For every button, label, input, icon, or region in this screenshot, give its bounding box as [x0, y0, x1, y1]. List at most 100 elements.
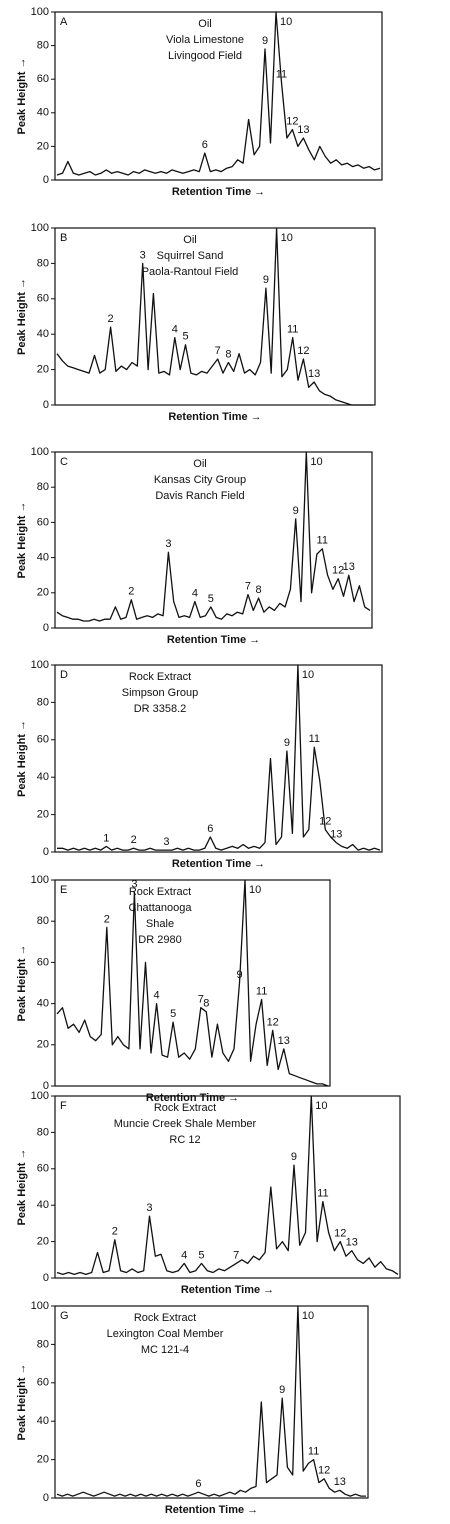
sample-title: Muncie Creek Shale Member [114, 1118, 257, 1130]
peak-label: 9 [263, 274, 269, 286]
trace [57, 664, 381, 851]
peak-label: 2 [131, 834, 137, 846]
trace [56, 879, 329, 1087]
peak-label: 11 [308, 1446, 319, 1458]
y-tick-label: 40 [37, 998, 49, 1010]
peak-label: 12 [286, 116, 298, 128]
y-tick-label: 20 [37, 1039, 49, 1051]
plot-frame [54, 11, 383, 181]
peak-label: 10 [310, 456, 322, 468]
y-tick-label: 20 [37, 1236, 49, 1248]
peak-label: 3 [140, 249, 146, 261]
y-tick-label: 60 [37, 1163, 49, 1175]
y-tick-label: 0 [43, 399, 49, 411]
peak-label: 12 [332, 565, 344, 577]
y-tick-label: 60 [37, 956, 49, 968]
sample-title: RC 12 [169, 1134, 200, 1146]
peak-label: 7 [245, 580, 251, 592]
peak-label: 4 [172, 324, 178, 336]
sample-title: Rock Extract [154, 1102, 216, 1114]
peak-label: 2 [128, 586, 134, 598]
panel-letter: D [60, 669, 68, 681]
sample-title: Oil [198, 18, 211, 30]
y-tick-label: 20 [37, 364, 49, 376]
peak-label: 8 [256, 584, 262, 596]
peak-label: 11 [309, 733, 320, 745]
peak-label: 8 [225, 348, 231, 360]
y-axis-label: Peak Height → [16, 1363, 28, 1440]
y-tick-label: 100 [31, 1090, 49, 1102]
y-tick-label: 20 [37, 140, 49, 152]
peak-label: 9 [284, 737, 290, 749]
y-tick-label: 0 [43, 622, 49, 634]
peak-label: 9 [293, 505, 299, 517]
peak-label: 12 [267, 1016, 279, 1028]
y-tick-label: 80 [37, 481, 49, 493]
y-tick-label: 40 [37, 328, 49, 340]
peak-label: 3 [146, 1202, 152, 1214]
plot-frame [54, 1095, 401, 1279]
peak-label: 10 [302, 1310, 314, 1322]
y-axis-label: Peak Height → [16, 278, 28, 355]
y-tick-label: 80 [37, 1126, 49, 1138]
peak-label: 6 [195, 1478, 201, 1490]
y-tick-label: 100 [31, 222, 49, 234]
y-axis-label: Peak Height → [16, 720, 28, 797]
y-tick-label: 0 [43, 1492, 49, 1504]
peak-label: 11 [276, 68, 287, 80]
peak-label: 10 [280, 16, 292, 28]
sample-title: Shale [146, 918, 174, 930]
peak-label: 8 [203, 998, 209, 1010]
peak-label: 10 [315, 1100, 327, 1112]
y-tick-label: 0 [43, 1080, 49, 1092]
y-tick-label: 40 [37, 771, 49, 783]
x-axis-label: Retention Time → [172, 858, 265, 870]
y-tick-label: 0 [43, 846, 49, 858]
x-axis-label: Retention Time → [146, 1092, 239, 1104]
y-tick-label: 20 [37, 1454, 49, 1466]
sample-title: Oil [193, 458, 206, 470]
peak-label: 4 [181, 1249, 187, 1261]
sample-title: Viola Limestone [166, 34, 244, 46]
peak-label: 13 [308, 368, 320, 380]
sample-title: Rock Extract [129, 886, 191, 898]
plot-frame [54, 451, 373, 629]
plot-frame [54, 227, 376, 406]
peak-label: 4 [153, 990, 159, 1002]
y-tick-label: 20 [37, 809, 49, 821]
y-tick-label: 100 [31, 1300, 49, 1312]
peak-label: 5 [198, 1249, 204, 1261]
peak-label: 11 [287, 324, 298, 336]
sample-title: DR 3358.2 [134, 703, 187, 715]
y-tick-label: 80 [37, 40, 49, 52]
peak-label: 9 [236, 969, 242, 981]
panel-letter: C [60, 456, 68, 468]
y-tick-label: 20 [37, 587, 49, 599]
peak-label: 10 [302, 669, 314, 681]
y-axis-label: Peak Height → [16, 57, 28, 134]
peak-label: 2 [112, 1226, 118, 1238]
peak-label: 3 [131, 878, 137, 890]
sample-title: Rock Extract [134, 1312, 196, 1324]
peak-label: 2 [104, 913, 110, 925]
panel-letter: E [60, 884, 67, 896]
peak-label: 13 [346, 1237, 358, 1249]
peak-label: 6 [207, 823, 213, 835]
peak-label: 2 [107, 313, 113, 325]
sample-title: Livingood Field [168, 50, 242, 62]
peak-label: 10 [249, 884, 261, 896]
peak-label: 7 [233, 1249, 239, 1261]
y-tick-label: 60 [37, 293, 49, 305]
sample-title: Squirrel Sand [157, 250, 224, 262]
peak-label: 5 [182, 331, 188, 343]
y-tick-label: 40 [37, 552, 49, 564]
sample-title: Davis Ranch Field [155, 490, 244, 502]
peak-label: 12 [319, 815, 331, 827]
peak-label: 9 [279, 1384, 285, 1396]
y-tick-label: 80 [37, 257, 49, 269]
panel-letter: A [60, 16, 68, 28]
y-axis-label: Peak Height → [16, 1148, 28, 1225]
peak-label: 7 [215, 345, 221, 357]
y-tick-label: 60 [37, 734, 49, 746]
